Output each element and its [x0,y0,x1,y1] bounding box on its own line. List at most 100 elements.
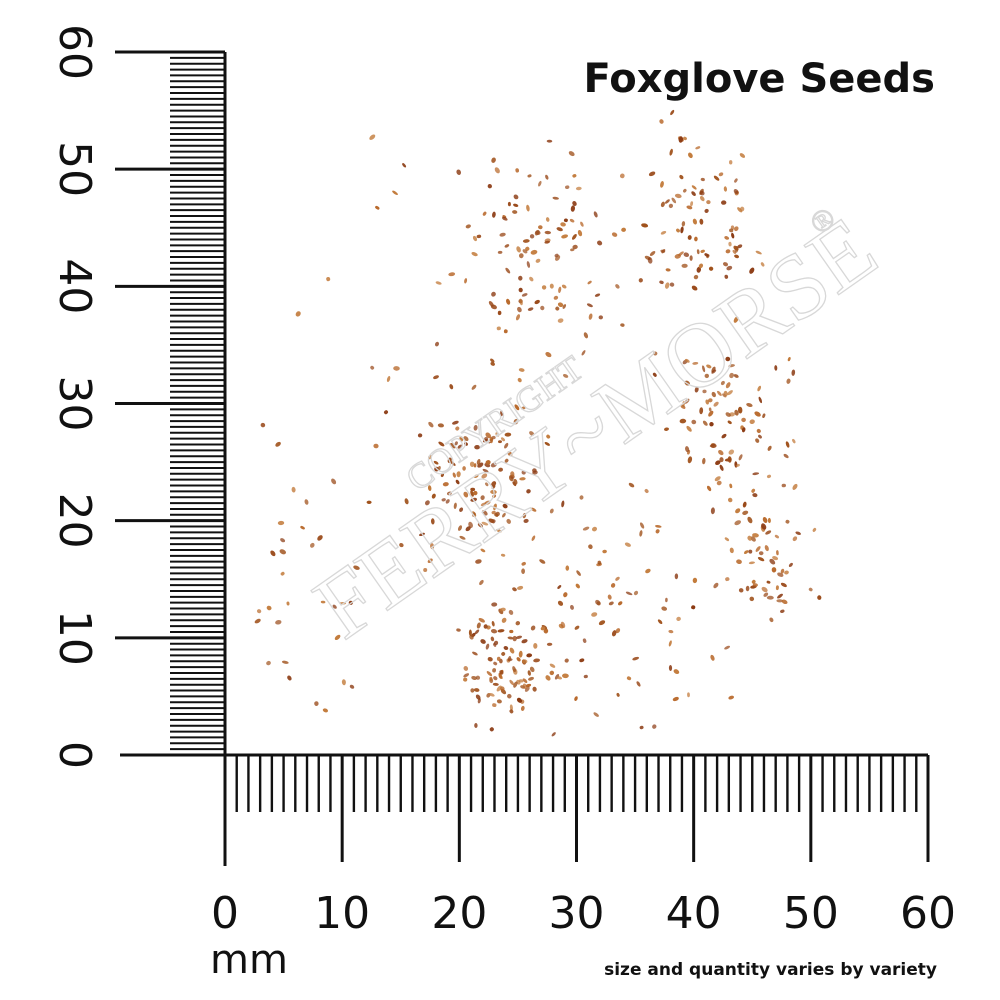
seed [332,604,337,609]
seed [473,490,478,496]
seed [758,434,762,439]
seed [326,277,331,282]
seed [772,556,779,561]
seed [527,174,532,178]
seed [702,420,708,426]
seed [752,583,758,587]
seed [653,351,658,356]
seed [725,577,730,582]
seed [424,500,430,506]
seed [684,358,690,363]
seed [734,409,739,416]
seed [322,708,329,713]
seed [491,291,496,297]
seed [517,377,522,383]
seed [693,274,699,280]
seed [531,535,536,541]
seed [526,261,531,268]
seed [644,488,649,494]
seed [639,522,645,529]
seed [669,282,675,287]
seed [729,160,733,165]
seed [522,683,527,690]
seed [492,211,496,218]
seed [684,398,690,404]
seed [493,503,497,511]
seed [699,407,704,415]
seed [700,249,705,253]
seed [734,520,741,526]
ruler-label: 20 [49,493,100,549]
seed [521,568,526,574]
seed [787,356,791,362]
seed [579,658,585,663]
seed [490,462,497,468]
seed [574,625,580,630]
seed [474,723,478,728]
seed [430,518,435,525]
seed [522,678,528,683]
seed [652,372,657,377]
seed [493,676,498,681]
seed [481,510,488,516]
seed [490,629,498,634]
seed [668,629,674,634]
seed [534,299,540,305]
seed [491,602,498,607]
seed [755,250,762,255]
seed [742,501,747,508]
seed [737,207,743,213]
seed [473,425,478,431]
seed [639,725,644,730]
seed [561,234,569,239]
seed [723,390,728,397]
seed [560,222,566,227]
seed [699,190,705,196]
seed [545,174,549,180]
seed [687,692,690,698]
seed [399,543,404,548]
seed [478,617,485,623]
seed [724,274,729,279]
seed [470,487,476,492]
seed [565,185,570,190]
seed [532,468,537,473]
seed [473,688,480,692]
seed [500,686,505,691]
seed [572,201,577,206]
seed [713,401,719,407]
seed [611,630,617,637]
seed [710,654,715,661]
seed [725,382,731,389]
seed [463,665,469,671]
seed [520,406,526,410]
seed [552,196,559,200]
seed [734,226,739,232]
seed [475,559,482,564]
seed [557,302,564,308]
seed [747,516,753,524]
seed [507,201,511,207]
seed [497,310,502,316]
unit-label: mm [210,937,288,983]
seed [597,240,603,246]
seed [459,436,464,442]
seed [545,217,550,222]
seed [438,441,445,447]
seed [300,525,305,530]
seed [562,304,567,309]
seed [509,679,514,686]
seed [668,665,673,671]
seed [591,612,598,617]
seed [441,498,446,502]
ruler-label: 50 [49,141,100,197]
seed [527,670,531,676]
seed [497,250,503,254]
seed [767,517,771,524]
seed [281,660,289,664]
seed [575,583,580,589]
seed [423,568,428,572]
seed [317,535,323,541]
seed [668,203,674,209]
seed [452,472,456,478]
